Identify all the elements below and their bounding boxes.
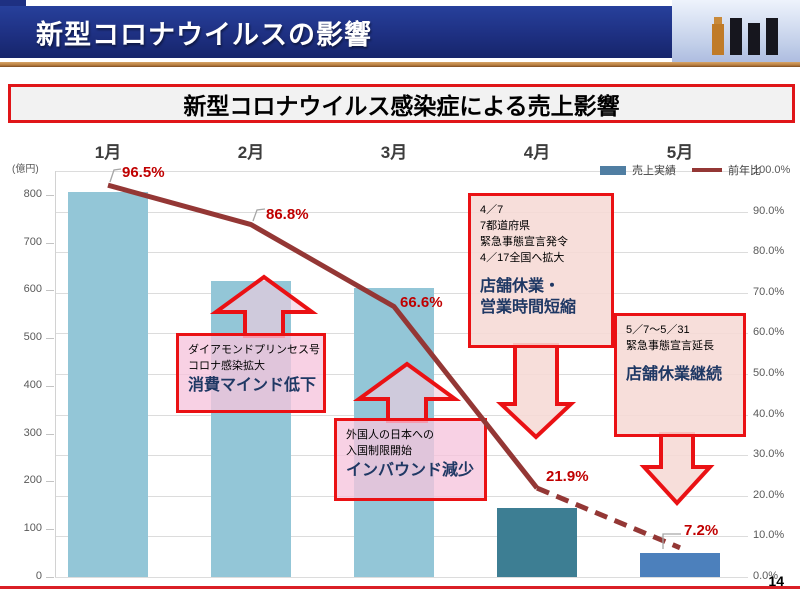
left-axis-tick: 400 <box>23 378 42 391</box>
callout-text-line: 4／7 <box>480 204 504 216</box>
callout-text-line: 4／17全国へ拡大 <box>480 251 565 264</box>
title-bar: 新型コロナウイルスの影響 <box>0 6 672 58</box>
chart-gridline <box>55 211 748 213</box>
callout-text-line: 消費マインド低下 <box>188 376 317 394</box>
sales-bar <box>211 280 291 577</box>
callout-apr: 4／7 7都道府県緊急事態宣言発令 4／17全国へ拡大店舗休業・営業時間短縮 <box>468 193 614 348</box>
callout-text-line: 入国制限開始 <box>346 444 412 457</box>
right-axis-tick: 50.0% <box>753 367 785 379</box>
left-axis-tick: 600 <box>23 283 42 296</box>
category-label: 5月 <box>666 143 694 162</box>
left-axis-line <box>55 171 56 577</box>
left-axis-tick: 100 <box>23 522 42 535</box>
yoy-percpoint-label: 21.9% <box>546 468 589 486</box>
callout-text-line <box>480 267 602 276</box>
subtitle-text: 新型コロナウイルス感染症による売上影響 <box>183 92 620 119</box>
sales-bar <box>68 192 148 577</box>
left-axis-unit: (億円) <box>12 164 39 175</box>
subtitle-banner: 新型コロナウイルス感染症による売上影響 <box>8 84 795 123</box>
right-axis-tick: 70.0% <box>753 285 785 298</box>
callout-text-line: 店舗休業継続 <box>626 365 723 383</box>
callout-text-line: 営業時間短縮 <box>480 299 577 317</box>
left-axis-tick-mark <box>46 242 54 244</box>
left-axis-tick-mark <box>46 194 54 196</box>
legend-bar-label: 売上実績 <box>632 165 676 177</box>
callout-text-line: 外国人の日本への <box>346 429 434 441</box>
sales-bar <box>640 553 720 577</box>
left-axis-tick-mark <box>46 290 54 292</box>
category-label: 4月 <box>523 143 551 162</box>
logo-bar-orange <box>712 24 724 55</box>
left-axis-tick: 200 <box>23 474 42 487</box>
left-axis-tick-mark <box>46 433 54 435</box>
right-axis-tick: 30.0% <box>753 448 785 461</box>
brand-logo <box>672 0 800 62</box>
page-title: 新型コロナウイルスの影響 <box>36 19 372 50</box>
left-axis-tick-mark <box>46 385 54 387</box>
left-axis-tick: 300 <box>23 426 42 439</box>
category-label: 2月 <box>237 143 265 162</box>
left-axis-tick-mark <box>46 577 54 578</box>
left-axis-tick-mark <box>46 529 54 531</box>
yoy-percpoint-label: 86.8% <box>266 205 309 223</box>
logo-bar-orange-notch <box>714 17 722 24</box>
logo-bar-black-1 <box>730 18 742 55</box>
callout-text-line: コロナ感染拡大 <box>188 359 265 372</box>
callout-text-line: ダイアモンドプリンセス号 <box>188 344 320 356</box>
legend-line-label: 前年比 <box>728 165 761 177</box>
yoy-percpoint-label: 7.2% <box>684 521 719 539</box>
left-axis-tick: 700 <box>23 235 42 248</box>
chart-gridline <box>55 577 748 578</box>
callout-feb: ダイアモンドプリンセス号 コロナ感染拡大消費マインド低下 <box>176 333 326 413</box>
callout-text-line: インバウンド減少 <box>346 461 475 479</box>
left-axis-tick-mark <box>46 338 54 340</box>
right-axis-tick: 10.0% <box>753 529 785 542</box>
legend-bar-swatch <box>600 165 626 175</box>
right-axis-tick: 0.0% <box>753 570 779 582</box>
chart-legend: 売上実績 前年比 <box>600 162 761 178</box>
logo-bar-black-3 <box>766 18 778 55</box>
callout-text-line: 緊急事態宣言延長 <box>626 339 714 352</box>
callout-text-line <box>626 355 734 364</box>
callout-text-line: 7都道府県 <box>480 219 531 232</box>
chart-gridline <box>55 252 748 254</box>
callout-mar: 外国人の日本への 入国制限開始インバウンド減少 <box>334 418 487 501</box>
chart-gridline <box>55 171 748 172</box>
slide-footer-rule <box>0 586 800 589</box>
yoy-percpoint-label: 66.6% <box>400 293 443 311</box>
down-arrow-apr <box>495 343 577 440</box>
down-arrow-may <box>639 432 715 506</box>
legend-line-swatch <box>692 168 722 172</box>
left-axis-tick: 800 <box>23 187 42 200</box>
yoy-percpoint-label: 96.5% <box>122 164 165 182</box>
left-axis-tick: 500 <box>23 331 42 344</box>
callout-text-line: 緊急事態宣言発令 <box>480 235 568 248</box>
category-label: 1月 <box>94 143 122 162</box>
logo-bar-black-2 <box>748 23 760 55</box>
right-axis-tick: 60.0% <box>753 326 785 339</box>
right-axis-tick: 20.0% <box>753 488 785 501</box>
callout-text-line: 店舗休業・ <box>480 277 561 295</box>
category-label: 3月 <box>380 143 408 162</box>
callout-may: 5／7～5／31 緊急事態宣言延長店舗休業継続 <box>614 313 746 437</box>
left-axis-tick: 0 <box>35 570 42 582</box>
right-axis-tick: 90.0% <box>753 204 785 217</box>
right-axis-tick: 80.0% <box>753 245 785 258</box>
right-axis-tick: 100.0% <box>753 164 791 176</box>
left-axis-tick-mark <box>46 481 54 483</box>
callout-text-line: 5／7～5／31 <box>626 324 690 336</box>
right-axis-tick: 40.0% <box>753 407 785 420</box>
sales-bar <box>497 507 577 577</box>
header-divider <box>0 62 800 67</box>
page-number: 14 <box>768 573 784 589</box>
